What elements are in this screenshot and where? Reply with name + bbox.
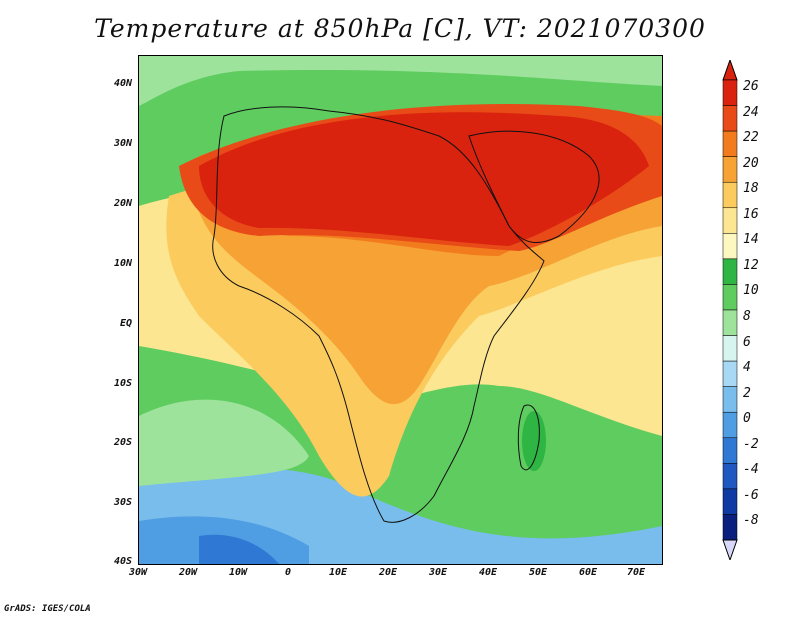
colorbar-label: 12 <box>743 257 759 273</box>
colorbar-swatch <box>722 233 738 260</box>
colorbar-label: -8 <box>743 513 759 529</box>
colorbar-label: 8 <box>743 309 751 324</box>
lat-label: 20S <box>113 437 132 448</box>
colorbar-label: 10 <box>743 283 759 299</box>
lat-label: 30N <box>113 138 132 149</box>
africa-outline <box>212 106 545 523</box>
temperature-map <box>138 55 663 565</box>
lon-label: 40E <box>478 567 498 578</box>
lon-label: 50E <box>528 567 548 578</box>
lat-label: 40S <box>113 556 132 567</box>
colorbar-swatch <box>722 130 738 157</box>
colorbar-label: 6 <box>743 334 751 350</box>
colorbar-swatch <box>722 181 738 209</box>
cool-north <box>139 56 662 106</box>
colorbar-label: 18 <box>743 181 759 197</box>
colorbar-label: 26 <box>743 79 759 94</box>
lon-label: 20E <box>378 567 398 578</box>
colorbar-swatch <box>722 105 738 132</box>
colorbar-swatch <box>722 463 738 490</box>
colorbar-label: 14 <box>743 232 759 248</box>
colorbar-label: 4 <box>743 360 751 376</box>
lon-label: 30E <box>428 567 448 578</box>
colorbar-swatch <box>722 437 738 464</box>
lon-label: 20W <box>178 567 198 578</box>
lat-label: 20N <box>113 198 132 209</box>
colorbar-swatch <box>722 156 738 183</box>
colorbar-label: 16 <box>743 206 759 222</box>
colorbar-swatch <box>722 360 738 387</box>
map-title: Temperature at 850hPa [C], VT: 202107030… <box>94 14 706 43</box>
sahara-arabia-core <box>199 112 649 246</box>
colorbar-label: 20 <box>743 155 759 171</box>
colorbar-label: -6 <box>743 487 759 503</box>
lon-label: 30W <box>128 567 148 578</box>
lat-label: 10N <box>113 258 132 269</box>
colorbar-swatch <box>722 284 738 311</box>
lon-label: 60E <box>578 567 598 578</box>
lat-label: 10S <box>113 378 132 389</box>
colorbar-bottom-arrow <box>722 539 738 560</box>
lon-label: 70E <box>626 567 646 578</box>
lat-label: 40N <box>113 78 132 89</box>
madagascar-cool <box>522 411 546 471</box>
colorbar-swatch <box>722 488 738 515</box>
madagascar-outline <box>517 404 540 471</box>
colorbar-label: 22 <box>743 130 759 146</box>
colorbar-label: 0 <box>743 411 751 427</box>
lon-label: 10E <box>328 567 348 578</box>
lon-label: 0 <box>284 567 292 578</box>
colorbar-swatch <box>722 386 738 413</box>
lat-label: 30S <box>113 497 132 508</box>
colorbar-top-arrow <box>722 60 738 81</box>
colorbar-swatch <box>722 335 738 362</box>
lon-label: 10W <box>228 567 248 578</box>
cold-core-deep <box>199 534 279 564</box>
cool-band-south <box>139 399 309 486</box>
credit-text: GrADS: IGES/COLA <box>4 604 91 614</box>
colorbar-swatch <box>722 79 738 106</box>
colorbar-swatch <box>722 207 738 234</box>
colorbar-label: 2 <box>743 385 751 401</box>
temperature-field <box>139 56 662 564</box>
colorbar-label: -2 <box>743 436 759 452</box>
colorbar-label: -4 <box>743 462 759 478</box>
east-africa-cool <box>449 412 469 440</box>
arabia-outline <box>468 130 600 244</box>
colorbar-label: 24 <box>743 104 759 120</box>
colorbar-swatch <box>722 258 738 285</box>
colorbar-swatch <box>722 309 738 336</box>
colorbar <box>722 60 738 560</box>
lat-label: EQ <box>119 318 132 329</box>
colorbar-swatch <box>722 411 738 439</box>
colorbar-swatch <box>722 514 738 541</box>
